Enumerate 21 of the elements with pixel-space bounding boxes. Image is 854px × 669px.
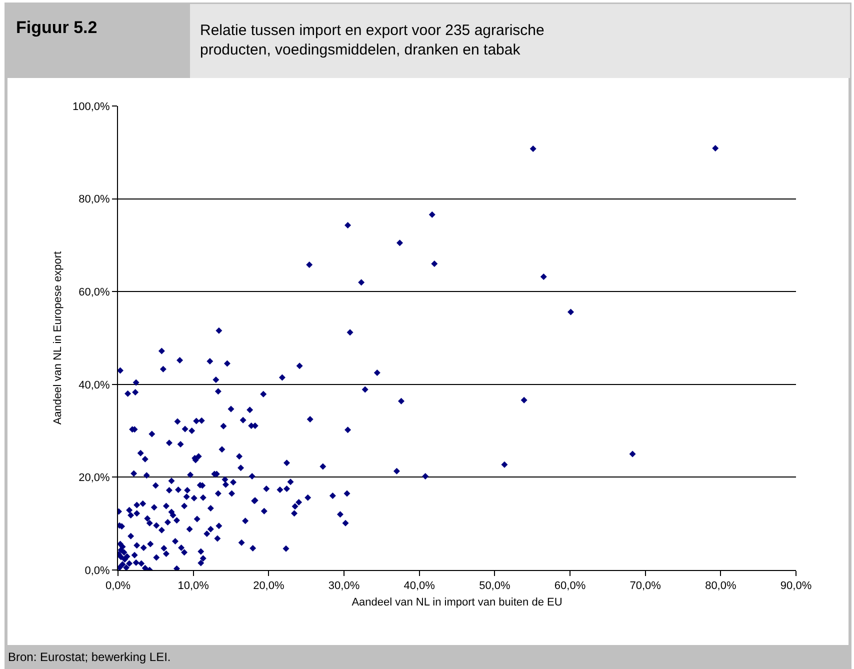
x-tick-label: 70,0% — [630, 580, 662, 592]
chart-subtitle: Relatie tussen import en export voor 235 agrarische producten, voedingsmiddelen, dranken en tabak — [200, 22, 544, 58]
x-tick-label: 90,0% — [780, 580, 812, 592]
x-axis-title: Aandeel van NL in import van buiten de EU — [352, 596, 562, 608]
y-tick-label: 20,0% — [78, 472, 110, 484]
y-tick-label: 100,0% — [72, 100, 110, 113]
x-tick-label: 30,0% — [328, 580, 360, 592]
x-tick-label: 20,0% — [253, 580, 284, 592]
y-tick-label: 40,0% — [78, 379, 110, 392]
y-tick-label: 60,0% — [78, 286, 110, 298]
x-tick-label: 80,0% — [705, 580, 736, 592]
y-tick-label: 80,0% — [78, 194, 110, 206]
y-axis-title: Aandeel van NL in Europese export — [52, 251, 64, 425]
y-tick-label: 0,0% — [84, 564, 110, 577]
x-tick-label: 50,0% — [479, 580, 510, 592]
x-tick-label: 10,0% — [178, 580, 210, 592]
x-tick-label: 0,0% — [105, 580, 131, 592]
text: Bron: Eurostat; bewerking LEI. — [8, 650, 171, 664]
x-tick-label: 40,0% — [404, 580, 436, 592]
chart-title: Figuur 5.2 — [16, 18, 98, 37]
x-tick-label: 60,0% — [554, 580, 586, 592]
